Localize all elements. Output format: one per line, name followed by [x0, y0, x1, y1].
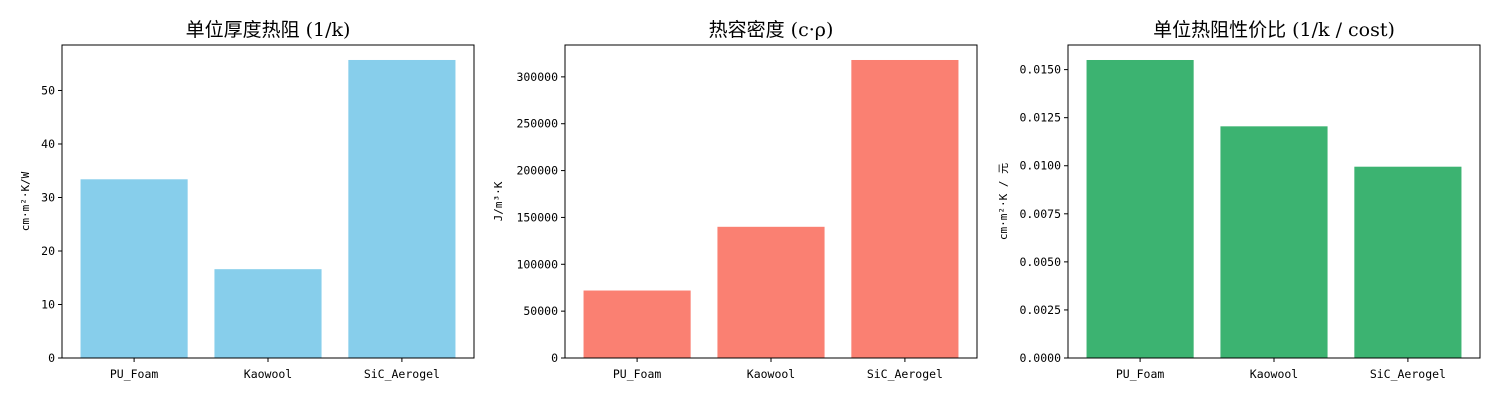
chart-cost-efficiency: PU_Foam Kaowool SiC_Aerogel 0.0000 0.0025 0.0… [997, 19, 1481, 381]
y-tick-label: 50 [41, 83, 55, 97]
bar-sic-aerogel [1354, 166, 1462, 358]
x-tick-label: PU_Foam [1116, 367, 1165, 381]
chart-thermal-resistance: PU_Foam Kaowool SiC_Aerogel 0 10 20 30 40 50 单位厚度… [19, 19, 475, 381]
bar-sic-aerogel [851, 59, 959, 358]
bar-sic-aerogel [348, 59, 456, 358]
y-tick-label: 0 [48, 351, 55, 365]
bar-pu-foam [80, 179, 188, 358]
chart-title: 单位厚度热阻 (1/k) [186, 19, 351, 41]
y-tick-label: 200000 [516, 164, 558, 178]
x-tick-label: Kaowool [1250, 367, 1298, 381]
y-tick-label: 0.0125 [1019, 111, 1061, 125]
y-tick-label: 0.0075 [1019, 207, 1061, 221]
y-tick-label: 0 [551, 351, 558, 365]
bar-kaowool [717, 226, 825, 358]
plot-frame [564, 44, 978, 359]
y-tick-label: 300000 [516, 70, 558, 84]
plot-frame [61, 44, 475, 359]
x-tick-label: PU_Foam [110, 367, 159, 381]
x-tick-label: SiC_Aerogel [1370, 367, 1446, 381]
y-axis-label: J/m³·K [492, 181, 505, 221]
y-tick-label: 250000 [516, 117, 558, 131]
y-tick-label: 150000 [516, 210, 558, 224]
y-tick-label: 20 [41, 244, 55, 258]
y-tick-label: 10 [41, 297, 55, 311]
chart-heat-capacity: PU_Foam Kaowool SiC_Aerogel 0 50000 100000 150… [492, 19, 978, 381]
plot-frame [1067, 44, 1481, 359]
x-tick-label: Kaowool [747, 367, 795, 381]
chart-title: 单位热阻性价比 (1/k / cost) [1153, 19, 1395, 41]
bar-kaowool [214, 269, 322, 358]
bar-pu-foam [583, 290, 691, 358]
x-tick-label: Kaowool [244, 367, 292, 381]
bar-kaowool [1220, 126, 1328, 358]
chart-title: 热容密度 (c·ρ) [709, 19, 834, 41]
y-tick-label: 0.0150 [1019, 63, 1061, 77]
x-tick-label: PU_Foam [613, 367, 662, 381]
x-tick-label: SiC_Aerogel [364, 367, 440, 381]
y-tick-label: 100000 [516, 257, 558, 271]
y-tick-label: 40 [41, 137, 55, 151]
y-tick-label: 50000 [523, 304, 558, 318]
y-tick-label: 30 [41, 190, 55, 204]
y-axis-label: cm·m²·K/W [19, 171, 32, 231]
y-tick-label: 0.0050 [1019, 255, 1061, 269]
y-tick-label: 0.0000 [1019, 351, 1061, 365]
y-axis-label: cm·m²·K / 元 [997, 163, 1010, 240]
y-tick-label: 0.0100 [1019, 159, 1061, 173]
x-tick-label: SiC_Aerogel [867, 367, 943, 381]
y-tick-label: 0.0025 [1019, 303, 1061, 317]
bar-pu-foam [1086, 59, 1194, 359]
